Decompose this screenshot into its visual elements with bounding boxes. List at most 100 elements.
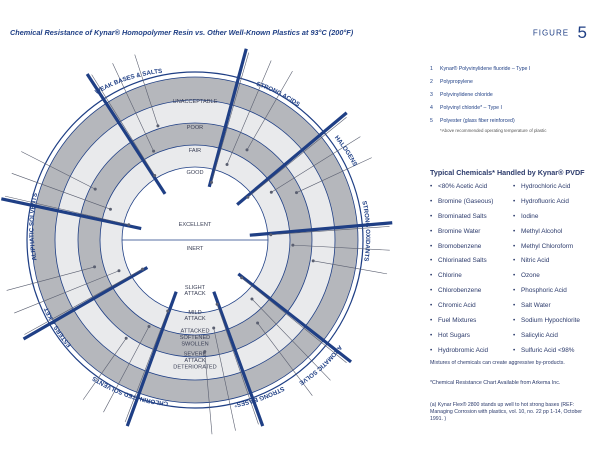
result-dot (311, 259, 315, 263)
result-dot (117, 269, 121, 273)
result-line (216, 304, 259, 425)
chemicals-column-1: • <80% Acetic Acid • Bromine (Gaseous) • Brom… (430, 183, 493, 362)
chemical-item: • Hot Sugars (430, 331, 470, 339)
result-dot (215, 302, 219, 306)
chemical-item: • Iodine (513, 212, 539, 220)
typical-chemicals-title: Typical Chemicals* Handled by Kynar® PVD… (430, 168, 585, 177)
rating-labels: UNACCEPTABLE POOR FAIR GOOD EXCELLENT INERT SL… (173, 99, 218, 370)
legend-item: 5 Polyester (glass fiber reinforced) (430, 118, 515, 124)
result-line (14, 270, 120, 314)
rating-label: ATTACKED SOFTENED SWOLLEN (180, 329, 210, 348)
result-line (4, 195, 129, 225)
result-dot (212, 326, 216, 330)
bullet-icon: • (430, 302, 433, 310)
result-dot (225, 163, 229, 167)
result-dot (153, 174, 157, 178)
chemicals-column-2: • Hydrochloric Acid • Hydrofluoric Acid • Iod… (513, 183, 580, 362)
result-dot (127, 223, 131, 227)
result-dot (108, 207, 112, 211)
rating-label: MILD ATTACK (184, 310, 206, 322)
chemical-item: • Chlorobenzene (430, 287, 482, 295)
result-line (251, 298, 331, 381)
result-dot (124, 336, 128, 340)
bullet-icon: • (513, 212, 516, 220)
bullet-icon: • (513, 331, 516, 339)
figure-title: Chemical Resistance of Kynar® Homopolyme… (10, 28, 354, 37)
chemical-item: • Nitric Acid (513, 257, 550, 265)
result-line (24, 268, 143, 335)
result-line (246, 70, 293, 151)
bullet-icon: • (430, 257, 433, 265)
category-label: ALIPHATIC SOLVENTS (28, 192, 39, 261)
result-dot (240, 276, 244, 280)
chemical-item: • Bromobenzene (430, 242, 482, 250)
figure-word: FIGURE (532, 28, 570, 38)
result-dot (245, 148, 249, 152)
category-spokes (0, 48, 393, 435)
chemical-item: • Brominated Salts (430, 212, 487, 220)
rating-label: UNACCEPTABLE (173, 99, 218, 105)
chemical-item: • Ozone (513, 272, 540, 280)
rating-label: SEVERE ATTACK DETERIORATED (173, 352, 216, 371)
chemical-item: • Hydrofluoric Acid (513, 197, 569, 205)
chemical-item: • Chlorine (430, 272, 462, 280)
chemical-item: • Bromine (Gaseous) (430, 197, 494, 205)
result-dot (295, 191, 299, 195)
rating-label: GOOD (186, 170, 203, 176)
bullet-icon: • (513, 302, 516, 310)
result-line (6, 266, 95, 291)
chemical-item: • Sodium Hypochlorite (513, 317, 580, 325)
chemical-item: • Fuel Mixtures (430, 317, 477, 325)
result-dot (166, 309, 170, 313)
chemical-item: • Bromine Water (430, 227, 481, 235)
bullet-icon: • (513, 346, 516, 354)
bullet-icon: • (513, 227, 516, 235)
legend-item: 1 Kynar® Polyvinylidene fluoride – Type … (430, 66, 531, 72)
result-dot (147, 325, 151, 329)
rating-label: FAIR (189, 148, 201, 154)
legend: 1 Kynar® Polyvinylidene fluoride – Type … (430, 66, 595, 133)
chemical-item: • Methyl Chloroform (513, 242, 574, 250)
rating-label: POOR (187, 125, 203, 131)
chemical-item: • Chlorinated Salts (430, 257, 487, 265)
category-spoke (236, 111, 348, 206)
chemical-item: • Phosphoric Acid (513, 287, 567, 295)
result-dot (152, 149, 156, 153)
bullet-icon: • (430, 317, 433, 325)
bullet-icon: • (430, 346, 433, 354)
result-dot (246, 195, 250, 199)
figure-number: 5 (577, 23, 588, 42)
rating-rings (26, 71, 364, 409)
bullet-icon: • (513, 272, 516, 280)
bullet-icon: • (430, 227, 433, 235)
bullet-icon: • (513, 197, 516, 205)
category-spoke (0, 197, 142, 231)
chemical-item: • Chromic Acid (430, 302, 476, 310)
result-dot (93, 187, 97, 191)
chemical-item: • Hydrochloric Acid (513, 183, 571, 190)
availability-note: *Chemical Resistance Chart Available fro… (430, 380, 561, 386)
chemical-item: • <80% Acetic Acid (430, 183, 488, 190)
chemical-item: • Salt Water (513, 302, 551, 310)
rating-label: INERT (187, 246, 204, 252)
category-label: STRONG OXIDANTS (360, 200, 371, 262)
chemical-item: • Hydrobromic Acid (430, 346, 489, 354)
chemical-item: • Methyl Alcohol (513, 227, 563, 235)
result-line (204, 351, 213, 435)
result-line (213, 327, 236, 431)
result-line (124, 310, 169, 423)
resistance-wheel-diagram: UNACCEPTABLE POOR FAIR GOOD EXCELLENT INERT SL… (0, 0, 393, 435)
chemical-item: • Sulfuric Acid <98% (513, 346, 575, 354)
result-line (211, 52, 250, 183)
bullet-icon: • (430, 212, 433, 220)
category-spoke (237, 272, 353, 364)
category-spoke (125, 291, 178, 427)
result-line (112, 63, 154, 152)
rating-label: SLIGHT ATTACK (184, 285, 206, 297)
bullet-icon: • (513, 257, 516, 265)
result-line (257, 322, 313, 396)
outer-ring (26, 71, 364, 409)
footnote: (a) Kynar Flex® 2800 stands up well to h… (430, 402, 582, 422)
bullet-icon: • (513, 242, 516, 250)
category-spoke (212, 291, 265, 427)
